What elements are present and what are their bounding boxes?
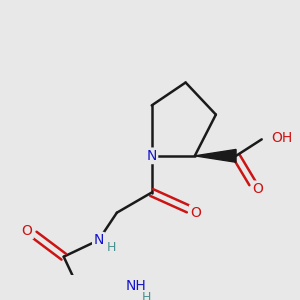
Text: O: O (253, 182, 263, 196)
Text: N: N (146, 149, 157, 163)
Polygon shape (78, 282, 115, 293)
Text: O: O (22, 224, 32, 238)
Text: H: H (107, 241, 116, 254)
Text: H: H (142, 290, 151, 300)
Text: O: O (190, 206, 201, 220)
Text: N: N (93, 233, 104, 247)
Polygon shape (195, 149, 236, 162)
Text: NH: NH (126, 279, 147, 293)
Text: OH: OH (271, 130, 292, 145)
